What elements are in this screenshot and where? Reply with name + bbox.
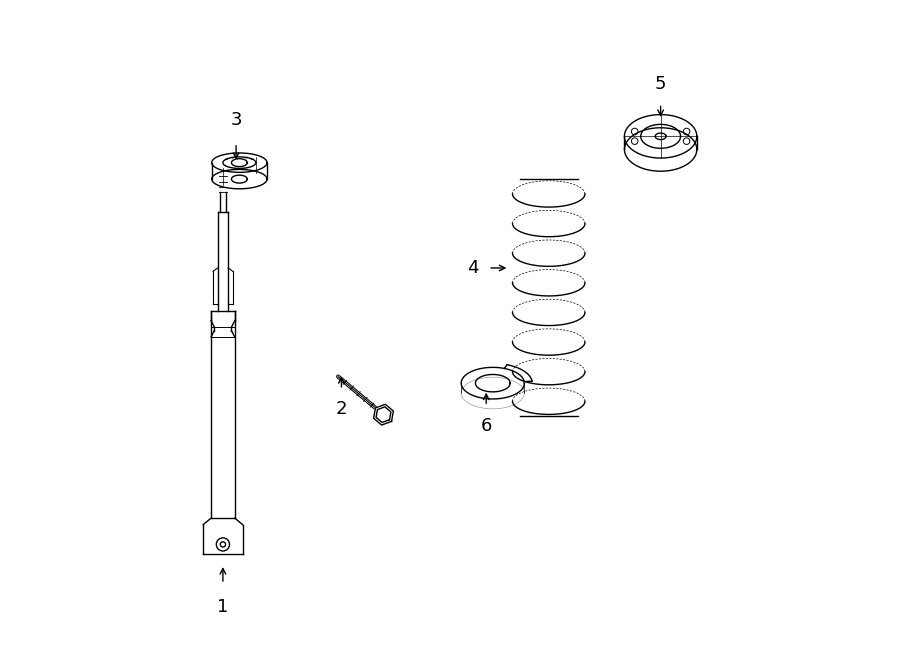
Text: 6: 6 xyxy=(481,417,492,435)
Text: 4: 4 xyxy=(467,259,479,277)
Text: 1: 1 xyxy=(217,598,229,616)
Text: 3: 3 xyxy=(230,111,242,129)
Text: 5: 5 xyxy=(655,75,666,93)
Polygon shape xyxy=(374,405,393,425)
Text: 2: 2 xyxy=(336,401,347,418)
